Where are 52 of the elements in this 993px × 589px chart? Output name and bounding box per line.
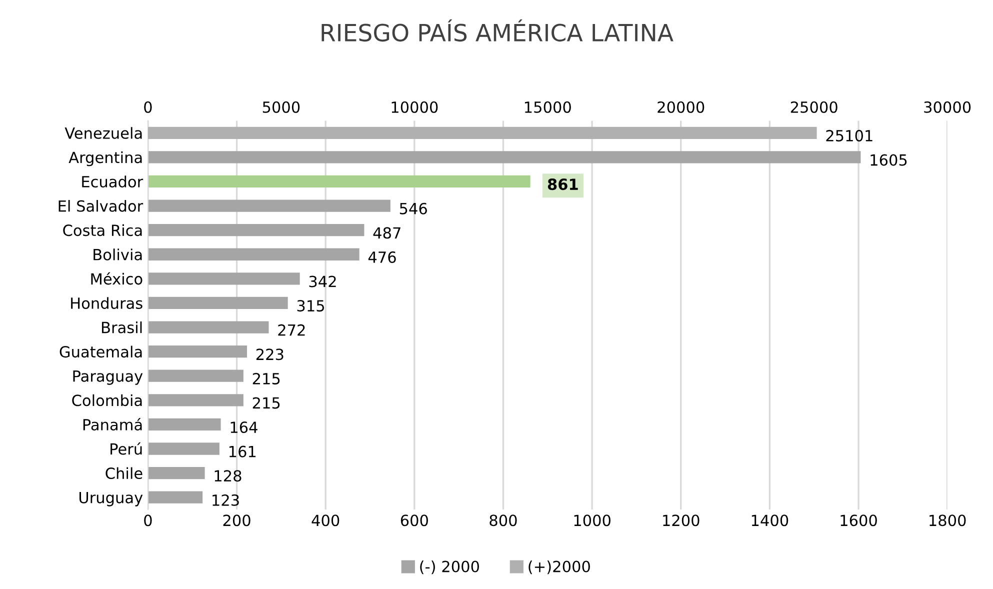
x-tick-label: 800 [490,514,517,526]
legend-label: (+)2000 [528,560,590,574]
data-label: 315 [297,300,324,312]
x2-tick-label: 30000 [924,101,971,113]
y-tick-label: Costa Rica [63,224,142,236]
y-tick-label: Bolivia [94,248,142,260]
x-tick-label: 1200 [663,514,700,526]
data-label: 215 [252,397,280,409]
data-label: 215 [252,372,280,384]
data-label: 861 [548,178,578,190]
data-label: 342 [309,276,336,288]
x-tick-label: 200 [223,514,250,526]
y-tick-label: Chile [106,467,142,480]
data-label: 223 [256,348,284,360]
x2-tick-label: 20000 [658,101,704,113]
y-tick-label: Paraguay [73,370,143,385]
y-tick-label: Brasil [102,321,142,334]
y-tick-label: Panamá [83,418,142,430]
data-label: 164 [230,421,258,434]
y-tick-label: Guatemala [60,346,142,358]
y-tick-label: Ecuador [82,176,144,188]
y-tick-label: Uruguay [79,492,143,506]
data-label: 546 [400,202,427,214]
x2-tick-label: 0 [144,101,152,113]
y-tick-label: Perú [110,442,142,455]
x-tick-label: 400 [312,514,340,526]
y-tick-label: Venezuela [64,127,142,139]
data-label: 25101 [826,130,872,142]
x-tick-label: 1000 [574,514,610,526]
x2-tick-label: 15000 [525,101,571,113]
x-tick-label: 600 [400,514,428,526]
y-tick-label: México [91,272,142,285]
x2-tick-label: 10000 [392,101,438,113]
x2-tick-label: 25000 [790,101,838,113]
x-tick-label: 1600 [840,514,877,526]
data-label: 123 [212,494,239,506]
data-label: 161 [229,446,256,458]
data-label: 487 [373,227,400,239]
x-tick-label: 1400 [752,514,788,526]
x-tick-label: 0 [144,514,152,526]
y-tick-label: Argentina [68,151,142,166]
data-label: 476 [368,251,396,263]
x2-tick-label: 5000 [262,101,300,113]
x-tick-label: 1800 [930,514,966,526]
chart-title: RIESGO PAÍS AMÉRICA LATINA [322,19,674,42]
data-label: 272 [278,324,305,336]
y-tick-label: El Salvador [58,200,144,212]
y-tick-label: Colombia [72,394,142,406]
data-label: 1605 [870,154,907,166]
legend-label: (-) 2000 [420,560,479,574]
y-tick-label: Honduras [71,297,142,309]
data-label: 128 [214,470,242,482]
